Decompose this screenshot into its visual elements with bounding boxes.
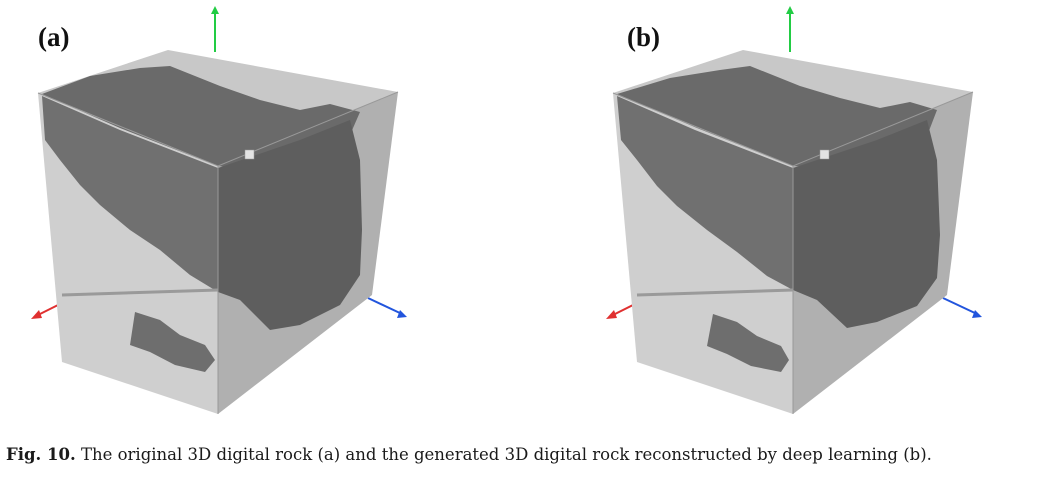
digital-rock-b [606, 6, 982, 414]
panel-b: (b) [575, 0, 1035, 430]
caption-fig-label: Fig. 10. [6, 445, 76, 464]
pore-front [617, 96, 793, 290]
pore-top [42, 66, 360, 170]
pore-right [218, 120, 362, 330]
axis-y-icon [211, 6, 219, 52]
axis-z-icon [367, 297, 407, 318]
pore-front [42, 96, 218, 292]
caption-text: The original 3D digital rock (a) and the… [80, 445, 932, 464]
band-line [636, 288, 794, 297]
pore-bottom-front [130, 312, 215, 372]
pore-top [617, 66, 937, 168]
axis-z-icon [942, 297, 982, 318]
panel-a: (a) [0, 0, 460, 430]
axis-y-icon [786, 6, 794, 52]
band-line [61, 288, 219, 297]
digital-rock-a [31, 6, 407, 414]
panel-label-b: (b) [627, 22, 660, 52]
panel-label-a: (a) [38, 22, 70, 52]
figure-caption: Fig. 10. The original 3D digital rock (a… [6, 445, 932, 464]
pore-bottom-front [707, 314, 789, 372]
pore-right [793, 120, 940, 328]
